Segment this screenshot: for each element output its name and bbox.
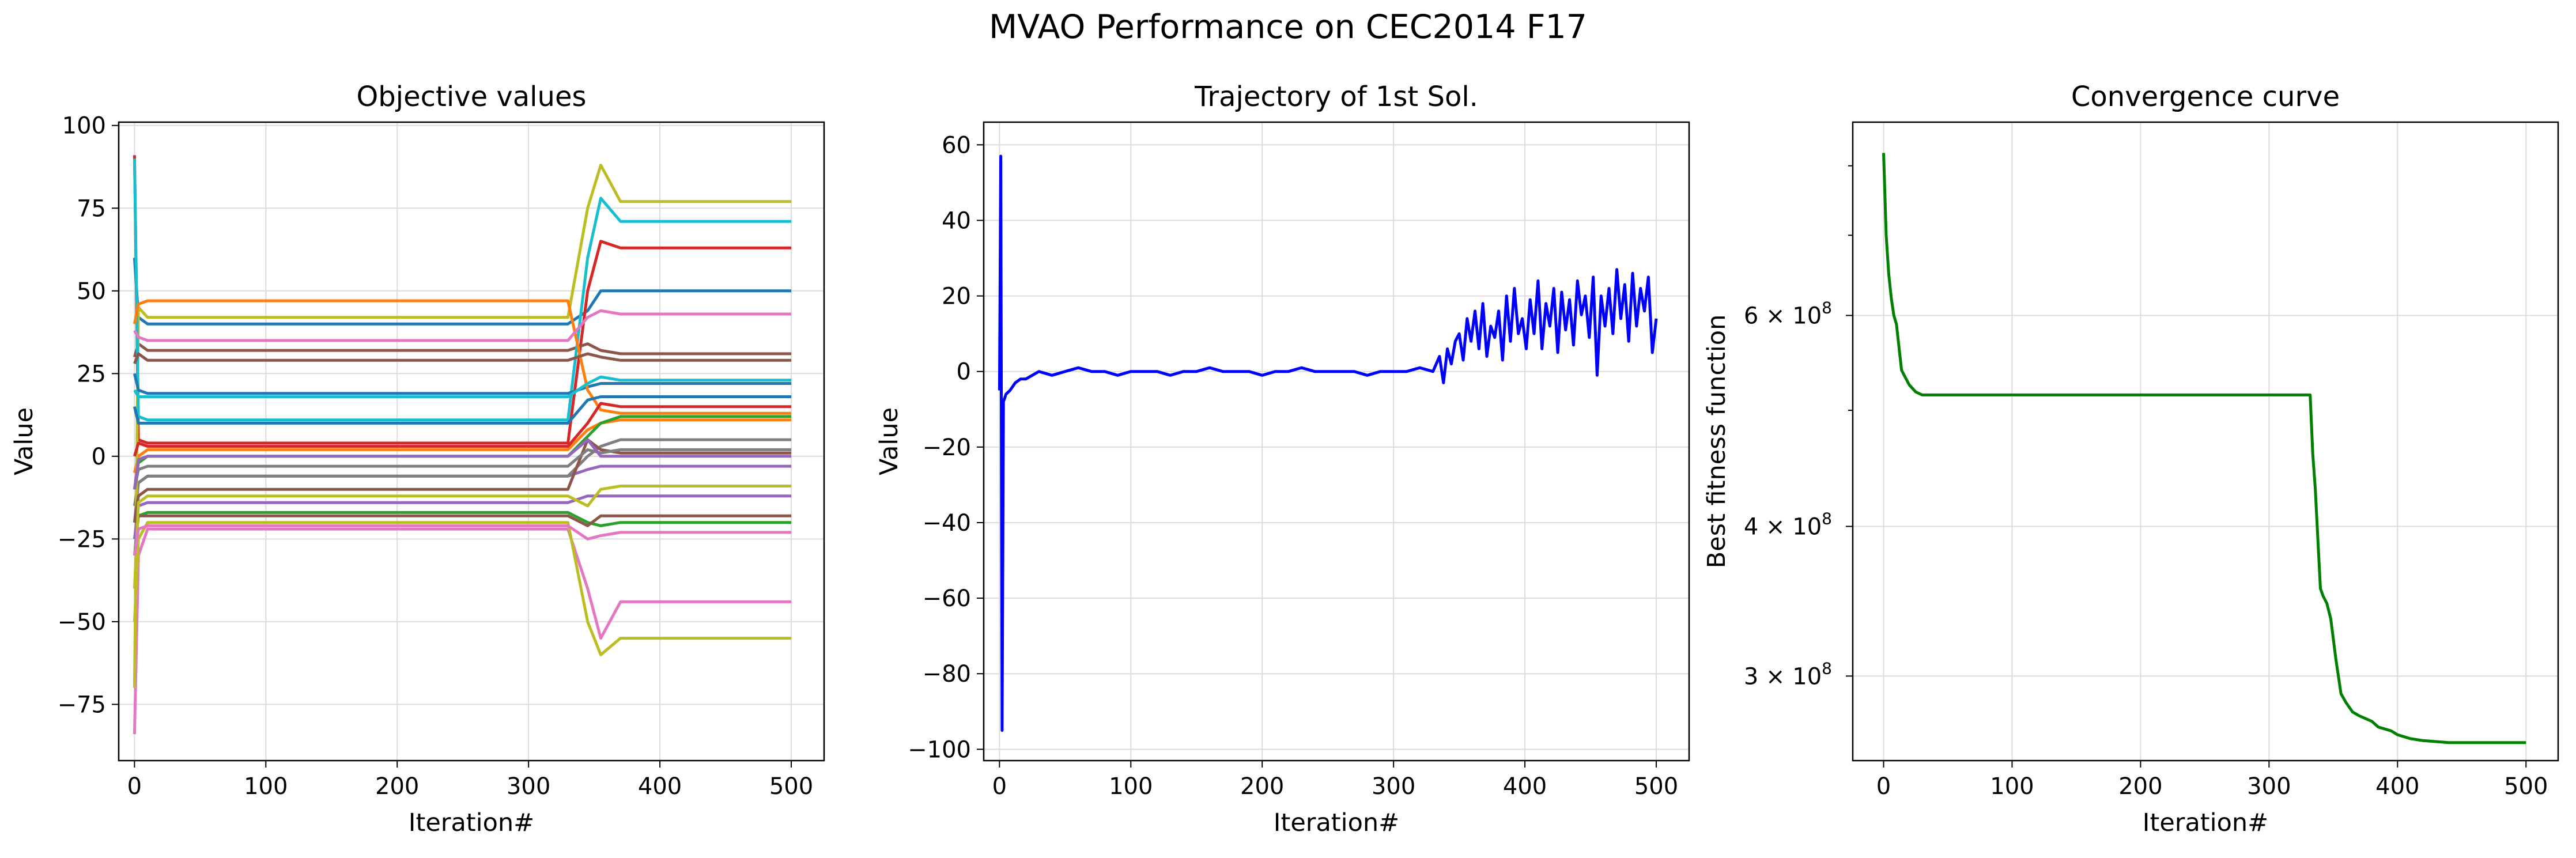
tick-label-x: 500 (769, 773, 813, 800)
series-line-23 (133, 438, 791, 490)
series-line-6 (133, 342, 791, 358)
tick-label-y: 0 (957, 359, 971, 385)
series-line-18 (133, 448, 791, 490)
series-line-26 (133, 352, 791, 365)
tick-label-x: 0 (127, 773, 142, 800)
series-line-17 (133, 309, 791, 342)
tick-label-x: 100 (244, 773, 288, 800)
series-line-2 (133, 418, 791, 474)
tick-label-y: 100 (62, 113, 106, 139)
series-line-20 (133, 375, 791, 398)
tick-label-x: 300 (1372, 773, 1415, 800)
y-axis-label: Best fitness function (1702, 315, 1731, 569)
tick-label-y: 4 × 108 (1744, 509, 1832, 540)
y-axis-label: Value (10, 407, 39, 475)
series-line-22 (133, 514, 791, 527)
series-line-19 (133, 521, 791, 656)
tick-label-y: −75 (58, 691, 106, 718)
x-axis-label: Iteration# (2143, 808, 2268, 837)
series-line-10 (133, 158, 791, 422)
series-line-16 (133, 438, 791, 523)
series-line-21 (133, 395, 791, 425)
tick-label-y: 25 (77, 361, 106, 387)
series-line-5 (133, 464, 791, 523)
series-line-14 (133, 402, 791, 457)
tick-label-x: 200 (1240, 773, 1284, 800)
series-line-9 (133, 164, 791, 688)
tick-label-y: 75 (77, 195, 106, 222)
tick-label-x: 400 (1503, 773, 1547, 800)
figure-title: MVAO Performance on CEC2014 F17 (988, 8, 1588, 46)
subplot-title: Trajectory of 1st Sol. (1194, 81, 1478, 113)
tick-label-y: 3 × 108 (1744, 659, 1832, 690)
tick-label-y: −60 (923, 585, 971, 612)
axes-frame (1852, 121, 2559, 762)
series-line-25 (133, 524, 791, 556)
tick-label-y: −20 (923, 434, 971, 461)
series-line-1 (1882, 153, 2526, 744)
series-line-11 (133, 373, 791, 395)
x-axis-label: Iteration# (409, 808, 534, 837)
x-axis-label: Iteration# (1274, 808, 1399, 837)
tick-label-y: −80 (923, 661, 971, 687)
series-line-15 (133, 494, 791, 539)
series-line-13 (133, 511, 791, 556)
tick-label-y: −50 (58, 609, 106, 636)
tick-label-y: 0 (92, 444, 106, 470)
series-line-1 (133, 258, 791, 326)
tick-label-x: 500 (1634, 773, 1678, 800)
y-axis-label: Value (875, 407, 904, 475)
tick-label-x: 100 (1990, 773, 2034, 800)
tick-label-x: 0 (1876, 773, 1891, 800)
subplot-title: Objective values (357, 81, 587, 113)
tick-label-x: 500 (2504, 773, 2548, 800)
series-line-12 (133, 299, 791, 415)
axes-frame (118, 121, 825, 762)
tick-label-x: 200 (375, 773, 419, 800)
tick-label-x: 100 (1109, 773, 1153, 800)
subplot-2: 0 100 200 300 400 500 −100 −80 −60 −40 −20 0 20 40 60 T… (875, 81, 1690, 837)
tick-label-x: 0 (992, 773, 1007, 800)
tick-label-x: 300 (507, 773, 550, 800)
series-line-8 (133, 438, 791, 507)
subplot-1: 0 100 200 300 400 500 −75 −50 −25 0 25 50 75 100 Objec… (10, 81, 825, 837)
subplot-3: 0 100 200 300 400 500 3 × 108 4 × 108 6 × 108 Con… (1702, 81, 2559, 837)
tick-label-y: 50 (77, 278, 106, 305)
tick-label-y: 20 (942, 284, 971, 310)
tick-label-x: 200 (2118, 773, 2162, 800)
tick-label-y: −40 (923, 510, 971, 536)
tick-label-y: 40 (942, 207, 971, 234)
subplot-title: Convergence curve (2071, 81, 2340, 113)
series-line-24 (133, 485, 791, 589)
tick-label-y: 6 × 108 (1744, 298, 1832, 329)
tick-label-x: 400 (2375, 773, 2419, 800)
tick-label-y: 60 (942, 132, 971, 158)
series-line-1 (998, 154, 1658, 732)
axes-frame (983, 121, 1690, 762)
tick-label-x: 400 (638, 773, 682, 800)
series-line-7 (133, 527, 791, 735)
tick-label-x: 300 (2247, 773, 2291, 800)
tick-label-y: −100 (908, 736, 971, 763)
series-line-4 (133, 155, 791, 445)
tick-label-y: −25 (58, 526, 106, 553)
